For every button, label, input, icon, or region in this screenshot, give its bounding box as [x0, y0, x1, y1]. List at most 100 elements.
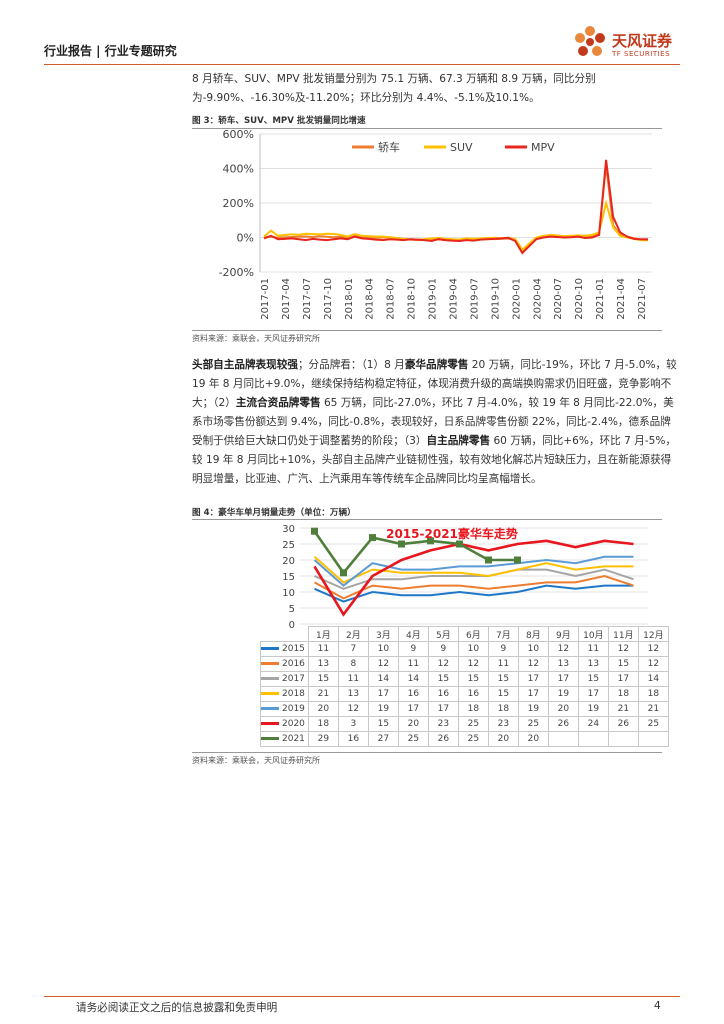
- figure3-bottom-rule: [192, 330, 662, 331]
- table-cell: 25: [457, 716, 489, 732]
- table-cell: 14: [367, 671, 399, 687]
- table-header-month: 2月: [337, 626, 369, 642]
- paragraph-lead: 头部自主品牌表现较强: [192, 359, 298, 371]
- table-series-label: 2018: [260, 686, 309, 702]
- table-cell: 20: [307, 701, 339, 717]
- table-cell: 25: [457, 731, 489, 747]
- x-tick-label: 2021-01: [595, 278, 606, 320]
- legend-swatch: [261, 677, 279, 680]
- table-cell: 21: [307, 686, 339, 702]
- table-cell: 16: [337, 731, 369, 747]
- table-cell: 15: [307, 671, 339, 687]
- paragraph-text-3: 65 万辆，同比-27.0%，环比 7 月-4.0%，较 19 年 8 月同比-…: [192, 397, 674, 447]
- table-cell: 16: [397, 686, 429, 702]
- series-line-2018: [313, 556, 634, 584]
- series-marker-2021: [369, 534, 376, 542]
- table-cell: 12: [367, 656, 399, 672]
- table-cell: 21: [637, 701, 669, 717]
- x-tick-label: 2021-04: [616, 278, 627, 320]
- x-tick-label: 2019-04: [449, 278, 460, 320]
- series-marker-2021: [398, 540, 405, 548]
- header-title: 行业报告 | 行业专题研究: [44, 44, 177, 58]
- table-header-month: 1月: [307, 626, 339, 642]
- y-tick-label: 400%: [223, 163, 254, 176]
- x-tick-label: 2021-07: [637, 278, 648, 320]
- table-cell: 10: [517, 641, 549, 657]
- x-tick-label: 2020-01: [511, 278, 522, 320]
- y-tick-label: 5: [289, 604, 295, 615]
- legend-swatch: [261, 707, 279, 710]
- x-tick-label: 2017-04: [281, 278, 292, 320]
- table-cell: 8: [337, 656, 369, 672]
- table-header-month: 10月: [577, 626, 609, 642]
- figure4-data-table: 1月 2月 3月 4月 5月 6月 7月 8月 9月 10月 11月 12月 2015 11 7 10 9 9 10…: [260, 626, 669, 747]
- y-tick-label: 30: [282, 524, 295, 535]
- table-cell: 26: [607, 716, 639, 732]
- x-tick-label: 2019-10: [490, 278, 501, 320]
- legend-label: SUV: [450, 141, 473, 154]
- y-tick-label: 15: [282, 572, 295, 583]
- jv-brand-label: 主流合资品牌零售: [235, 397, 321, 409]
- table-cell: 18: [607, 686, 639, 702]
- table-series-label: 2019: [260, 701, 309, 717]
- table-cell: 13: [337, 686, 369, 702]
- table-cell: 12: [517, 656, 549, 672]
- table-row: 2016 13 8 12 11 12 12 11 12 13 13 15 12: [260, 656, 669, 672]
- x-tick-label: 2018-10: [407, 278, 418, 320]
- table-cell: [577, 731, 609, 747]
- y-tick-label: 0: [289, 620, 295, 628]
- y-tick-label: 25: [282, 540, 295, 551]
- figure3-source: 资料来源：乘联会，天风证券研究所: [192, 334, 320, 343]
- table-header-month: 6月: [457, 626, 489, 642]
- table-cell: 20: [397, 716, 429, 732]
- table-cell: [637, 731, 669, 747]
- table-cell: 10: [367, 641, 399, 657]
- table-cell: 17: [607, 671, 639, 687]
- table-cell: 26: [547, 716, 579, 732]
- table-cell: 17: [517, 671, 549, 687]
- table-cell: 12: [547, 641, 579, 657]
- series-line-2016: [314, 574, 634, 600]
- logo-name: 天风证券: [612, 32, 673, 50]
- table-cell: 25: [637, 716, 669, 732]
- figure4-bottom-rule: [192, 752, 662, 753]
- paragraph-sales-summary: 8 月轿车、SUV、MPV 批发销量分别为 75.1 万辆、67.3 万辆和 8…: [192, 73, 596, 104]
- x-tick-label: 2020-10: [574, 278, 585, 320]
- table-series-label: 2017: [260, 671, 309, 687]
- table-series-label: 2015: [260, 641, 309, 657]
- legend-swatch: [261, 737, 279, 740]
- table-cell: 15: [487, 671, 519, 687]
- table-cell: 29: [307, 731, 339, 747]
- table-cell: [547, 731, 579, 747]
- table-cell: 15: [457, 671, 489, 687]
- paragraph-text-4: 60 万辆，同比+6%，环比 7 月-5%，较 19 年 8 月同比+10%，头…: [192, 435, 677, 485]
- table-cell: 17: [547, 671, 579, 687]
- series-marker-2021: [311, 527, 318, 535]
- table-header-month: 3月: [367, 626, 399, 642]
- table-row: 2021 29 16 27 25 26 25 20 20: [260, 731, 669, 747]
- series-marker-2021: [514, 556, 521, 564]
- flower-logo-icon: [575, 26, 605, 56]
- x-tick-label: 2017-07: [302, 278, 313, 320]
- figure4-chart-title: 2015-2021豪华车走势: [386, 526, 518, 541]
- series-line-2019: [313, 555, 634, 587]
- table-cell: 13: [547, 656, 579, 672]
- table-cell: 9: [397, 641, 429, 657]
- table-header-month: 9月: [547, 626, 579, 642]
- series-marker-2021: [456, 540, 463, 548]
- header-rule: [44, 64, 680, 65]
- y-tick-label: 20: [282, 556, 295, 567]
- y-tick-label: 10: [282, 588, 295, 599]
- table-cell: 15: [577, 671, 609, 687]
- table-cell: 13: [577, 656, 609, 672]
- legend-swatch: [261, 722, 279, 725]
- table-cell: 12: [637, 656, 669, 672]
- table-cell: 17: [577, 686, 609, 702]
- figure4-rule: [192, 519, 662, 520]
- logo-subtitle: TF SECURITIES: [612, 50, 671, 58]
- table-cell: 11: [397, 656, 429, 672]
- x-tick-label: 2018-07: [386, 278, 397, 320]
- legend-label: MPV: [531, 141, 555, 154]
- table-cell: 15: [427, 671, 459, 687]
- x-tick-label: 2019-07: [469, 278, 480, 320]
